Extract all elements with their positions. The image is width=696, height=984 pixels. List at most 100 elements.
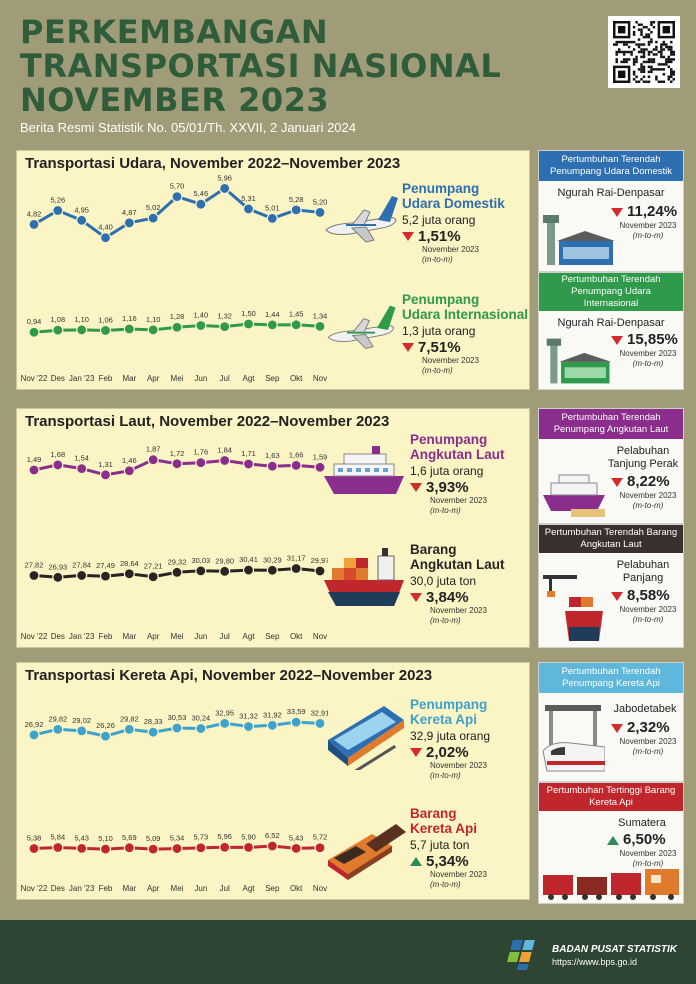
month-tick-label: Feb — [99, 884, 113, 893]
data-point[interactable] — [147, 843, 159, 855]
side-card-location-l1: Pelabuhan — [616, 559, 670, 571]
data-point[interactable] — [123, 568, 135, 580]
data-point[interactable] — [28, 464, 40, 476]
data-point[interactable] — [76, 569, 88, 582]
data-point[interactable] — [314, 461, 326, 473]
indicator-barang-kereta: Barang Kereta Api 5,7 juta ton 5,34% Nov… — [410, 806, 530, 890]
data-point[interactable] — [195, 565, 207, 577]
data-point[interactable] — [219, 565, 231, 577]
data-point[interactable] — [242, 720, 255, 733]
data-label: 5,31 — [241, 194, 256, 203]
data-point[interactable] — [52, 324, 64, 336]
bps-url[interactable]: https://www.bps.go.id — [552, 957, 638, 967]
data-point[interactable] — [147, 454, 159, 466]
data-point[interactable] — [195, 842, 207, 854]
data-point[interactable] — [147, 571, 159, 583]
data-point[interactable] — [52, 204, 64, 217]
down-arrow-icon — [402, 232, 414, 241]
data-label: 5,69 — [122, 833, 137, 842]
data-point[interactable] — [28, 326, 40, 338]
data-point[interactable] — [99, 232, 112, 244]
data-point[interactable] — [52, 459, 64, 471]
data-point[interactable] — [290, 716, 302, 728]
bps-logo-icon — [507, 940, 535, 970]
month-tick-label: Des — [51, 632, 65, 641]
data-point[interactable] — [219, 182, 231, 195]
data-point[interactable] — [242, 458, 255, 470]
data-point[interactable] — [171, 458, 183, 470]
data-point[interactable] — [147, 212, 159, 224]
data-point[interactable] — [147, 726, 159, 738]
data-point[interactable] — [314, 320, 326, 332]
data-point[interactable] — [171, 321, 183, 333]
data-point[interactable] — [76, 324, 88, 336]
data-point[interactable] — [290, 204, 302, 216]
data-point[interactable] — [266, 719, 278, 731]
data-point[interactable] — [266, 840, 278, 852]
data-point[interactable] — [242, 203, 255, 215]
data-point[interactable] — [28, 842, 40, 855]
data-point[interactable] — [290, 319, 302, 331]
data-point[interactable] — [195, 722, 207, 735]
ind-value: 1,3 juta orang — [402, 324, 476, 338]
data-point[interactable] — [266, 460, 278, 472]
data-point[interactable] — [99, 843, 112, 855]
data-point[interactable] — [99, 324, 112, 337]
ind-note-1: November 2023 — [430, 496, 487, 505]
data-point[interactable] — [195, 457, 207, 469]
data-point[interactable] — [219, 321, 231, 333]
data-point[interactable] — [28, 569, 40, 582]
data-point[interactable] — [52, 571, 64, 583]
data-point[interactable] — [123, 842, 135, 854]
data-point[interactable] — [28, 729, 40, 741]
data-point[interactable] — [76, 214, 88, 226]
data-point[interactable] — [314, 206, 326, 219]
data-point[interactable] — [76, 725, 88, 737]
data-label: 5,43 — [74, 833, 89, 842]
data-point[interactable] — [242, 841, 255, 853]
data-point[interactable] — [76, 463, 88, 475]
data-point[interactable] — [266, 212, 278, 225]
ind-pct: 5,34% — [410, 853, 530, 870]
data-point[interactable] — [123, 723, 135, 735]
data-point[interactable] — [290, 459, 302, 471]
data-point[interactable] — [314, 842, 326, 854]
ind-title-l2: Udara Internasional — [402, 307, 529, 322]
data-label: 33,59 — [287, 707, 306, 716]
data-label: 1,16 — [122, 314, 137, 323]
data-label: 30,29 — [263, 555, 282, 564]
data-point[interactable] — [171, 566, 183, 578]
data-point[interactable] — [52, 723, 64, 735]
data-point[interactable] — [242, 318, 255, 330]
data-point[interactable] — [123, 217, 135, 229]
data-point[interactable] — [123, 465, 135, 477]
qr-code[interactable] — [608, 16, 680, 88]
data-point[interactable] — [28, 218, 40, 231]
data-point[interactable] — [195, 319, 207, 332]
data-point[interactable] — [99, 469, 112, 481]
data-point[interactable] — [266, 319, 278, 331]
data-point[interactable] — [290, 562, 302, 575]
data-point[interactable] — [219, 454, 231, 467]
data-point[interactable] — [290, 842, 302, 854]
data-point[interactable] — [266, 564, 278, 576]
data-point[interactable] — [219, 717, 231, 729]
data-point[interactable] — [76, 842, 88, 854]
data-point[interactable] — [147, 324, 159, 336]
data-label: 5,28 — [289, 195, 304, 204]
data-point[interactable] — [219, 841, 231, 853]
data-point[interactable] — [195, 198, 207, 210]
down-arrow-icon — [410, 593, 422, 602]
data-point[interactable] — [242, 564, 255, 576]
data-point[interactable] — [314, 565, 326, 577]
month-tick-label: Jan '23 — [69, 884, 95, 893]
data-point[interactable] — [123, 323, 135, 335]
data-point[interactable] — [171, 191, 183, 203]
data-point[interactable] — [171, 722, 183, 734]
data-point[interactable] — [171, 842, 183, 855]
side-card-note-1: November 2023 — [619, 349, 677, 358]
data-point[interactable] — [52, 841, 64, 854]
data-point[interactable] — [99, 570, 112, 582]
data-point[interactable] — [314, 717, 326, 730]
data-point[interactable] — [99, 730, 112, 742]
